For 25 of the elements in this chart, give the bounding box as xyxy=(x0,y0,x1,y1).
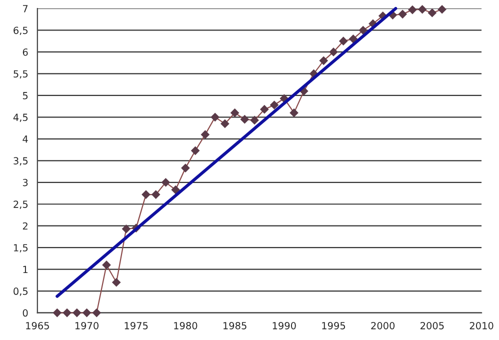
y-tick-label: 0,5 xyxy=(14,288,28,296)
x-tick-label: 1970 xyxy=(75,322,98,330)
x-tick-label: 1990 xyxy=(272,322,296,330)
y-tick-label: 1 xyxy=(23,266,28,274)
x-tick-label: 2010 xyxy=(470,322,494,330)
y-tick-label: 2,5 xyxy=(14,200,28,209)
x-tick-label: 2005 xyxy=(420,322,444,330)
y-tick-label: 3,5 xyxy=(14,157,28,166)
y-tick-label: 7 xyxy=(23,5,28,12)
y-tick-label: 4,5 xyxy=(13,114,28,122)
x-tick-label: 2000 xyxy=(371,322,395,330)
y-tick-label: 2 xyxy=(22,222,28,230)
x-tick-label: 1985 xyxy=(224,322,246,330)
y-tick-label: 4 xyxy=(22,136,28,143)
y-tick-label: 1,5 xyxy=(14,244,28,252)
y-tick-label: 6 xyxy=(22,48,28,56)
y-tick-label: 5 xyxy=(22,92,28,100)
y-tick-label: 3 xyxy=(22,178,28,186)
y-tick-label: 0 xyxy=(22,309,28,317)
x-tick-label: 1980 xyxy=(174,322,198,330)
x-tick-label: 1975 xyxy=(124,322,148,330)
x-tick-label: 1965 xyxy=(26,322,49,330)
y-tick-label: 5,5 xyxy=(14,70,28,79)
x-tick-label: 1995 xyxy=(322,322,346,330)
y-tick-label: 6,5 xyxy=(14,26,28,36)
